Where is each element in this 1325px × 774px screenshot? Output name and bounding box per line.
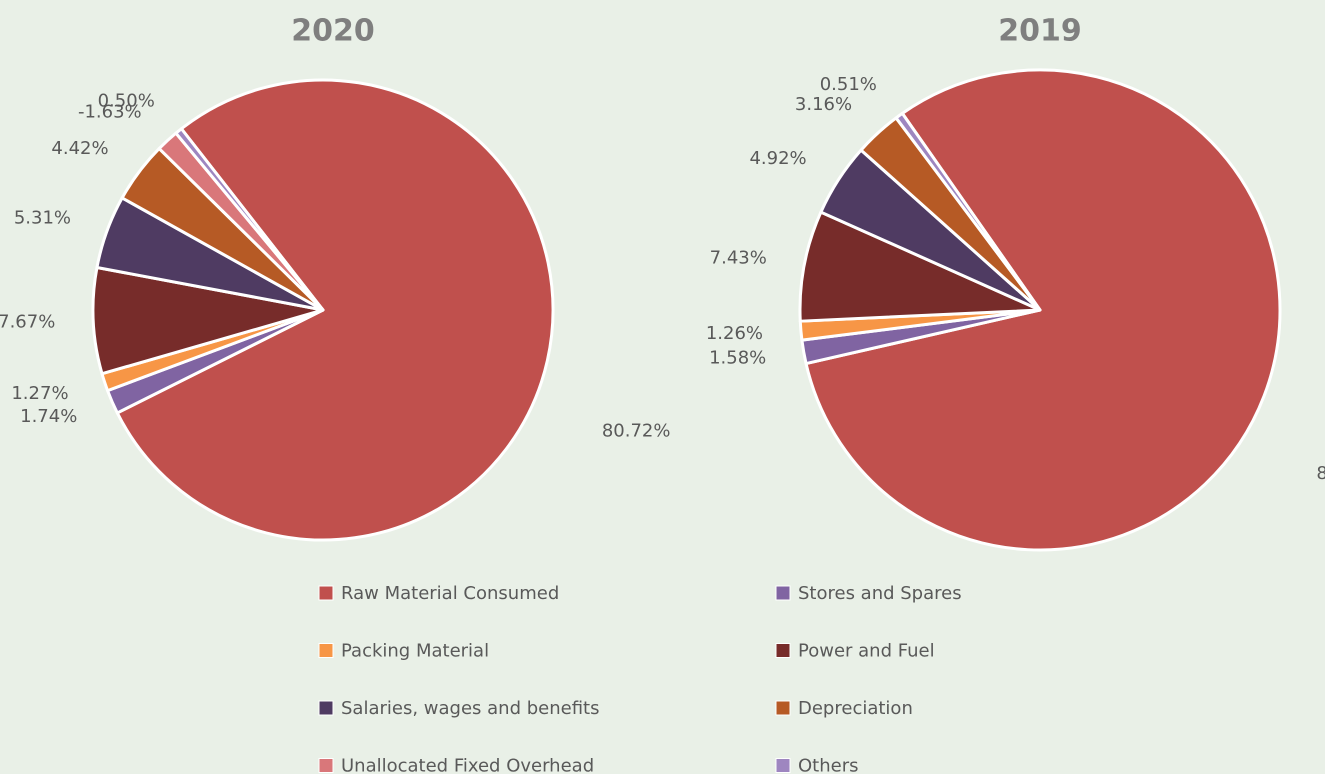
legend-swatch <box>318 700 334 716</box>
data-label: 5.31% <box>14 208 71 229</box>
legend-label: Unallocated Fixed Overhead <box>341 756 594 774</box>
chart-title: 2020 <box>291 14 375 49</box>
data-label: -1.63% <box>78 102 142 123</box>
pie-slice <box>804 68 1282 552</box>
legend-label: Depreciation <box>798 698 913 719</box>
data-label: 4.92% <box>749 148 806 169</box>
data-label: 4.42% <box>51 138 108 159</box>
legend-label: Packing Material <box>341 641 489 662</box>
legend-swatch <box>775 643 791 658</box>
pie-slice <box>115 78 555 542</box>
legend-swatch <box>318 643 334 658</box>
legend-swatch <box>775 758 791 773</box>
pie-slice <box>894 111 1042 312</box>
legend-label: Power and Fuel <box>798 641 935 662</box>
data-label: 80.72% <box>602 421 671 442</box>
legend-swatch <box>318 758 334 773</box>
chart-title: 2019 <box>998 14 1082 49</box>
data-label: 0.50% <box>98 90 155 111</box>
data-label: 0.51% <box>820 74 877 95</box>
data-label: 1.27% <box>11 383 68 404</box>
legend-swatch <box>775 700 791 716</box>
data-label: 81.14% <box>1316 463 1325 484</box>
data-label: 7.67% <box>0 312 55 333</box>
data-label: 1.58% <box>709 348 766 369</box>
legend-label: Stores and Spares <box>798 583 962 604</box>
pie-slice <box>798 210 1042 323</box>
pie-slice <box>174 127 325 312</box>
data-label: 1.74% <box>20 406 77 427</box>
legend-label: Raw Material Consumed <box>341 583 559 604</box>
legend-label: Salaries, wages and benefits <box>341 698 599 719</box>
data-label: 1.26% <box>706 323 763 344</box>
data-label: 3.16% <box>795 94 852 115</box>
legend-swatch <box>318 585 334 601</box>
data-label: 7.43% <box>710 247 767 268</box>
legend-label: Others <box>798 756 859 774</box>
pie-slice <box>91 265 325 376</box>
legend-swatch <box>775 585 791 601</box>
